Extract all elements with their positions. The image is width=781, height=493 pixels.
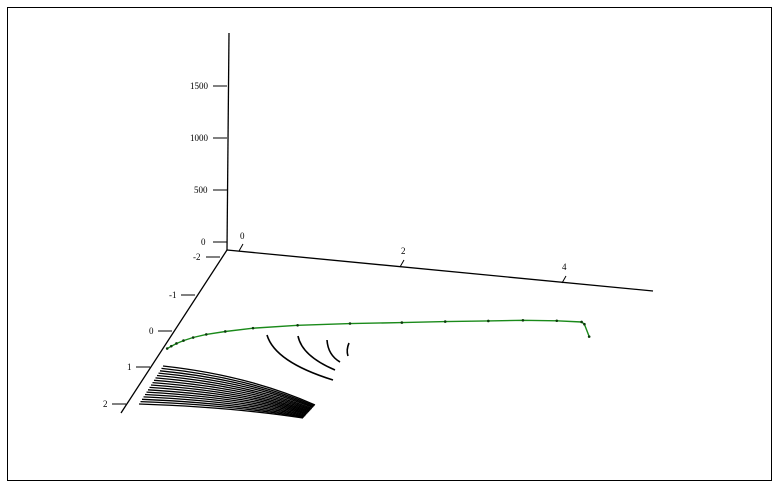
trajectory-point bbox=[487, 319, 490, 323]
contour-fan-line bbox=[155, 377, 312, 410]
z-tick-label: 1500 bbox=[190, 81, 209, 91]
z-tick-label: 1000 bbox=[190, 133, 209, 143]
trajectory-point bbox=[580, 320, 583, 324]
contour-arcs bbox=[266, 334, 350, 381]
y-tick-label: 0 bbox=[149, 326, 154, 336]
contour-fan-line bbox=[152, 381, 310, 412]
trajectory-point bbox=[204, 333, 208, 336]
contour-fan-line bbox=[159, 370, 314, 408]
contour-fan-line bbox=[141, 398, 305, 418]
plot-frame bbox=[7, 7, 772, 481]
x-axis-line bbox=[226, 249, 654, 292]
trajectory-point bbox=[348, 322, 352, 325]
contour-fan-line bbox=[150, 384, 310, 413]
contour-fan-line bbox=[149, 386, 309, 413]
x-tick bbox=[399, 259, 405, 268]
contour-fan-line bbox=[146, 391, 307, 415]
trajectory-point bbox=[521, 318, 525, 322]
trajectory-point bbox=[175, 342, 178, 345]
x-tick-label: 0 bbox=[240, 231, 245, 241]
y-axis-line bbox=[120, 249, 228, 414]
contour-arc bbox=[297, 335, 336, 371]
contour-fan-line bbox=[147, 389, 308, 414]
x-tick-label: 2 bbox=[401, 246, 406, 256]
contour-fan bbox=[138, 365, 316, 419]
trajectory-point bbox=[251, 326, 255, 330]
x-tick bbox=[238, 243, 244, 252]
x-tick bbox=[561, 275, 567, 284]
z-axis-line bbox=[226, 32, 230, 251]
contour-fan-line bbox=[158, 372, 314, 409]
trajectory-points bbox=[165, 318, 591, 350]
contour-arc bbox=[326, 339, 341, 363]
trajectory-point bbox=[165, 347, 169, 350]
y-tick-label: 1 bbox=[127, 362, 132, 372]
trajectory-point bbox=[223, 330, 227, 333]
trajectory-point bbox=[182, 339, 185, 342]
contour-arc bbox=[346, 342, 350, 357]
contour-fan-line bbox=[162, 365, 316, 406]
trajectory-point bbox=[169, 344, 173, 348]
z-tick-label: 0 bbox=[201, 237, 206, 247]
contour-fan-line bbox=[144, 393, 307, 416]
contour-fan-line bbox=[161, 367, 315, 407]
z-ticks: 0 500 1000 1500 bbox=[190, 81, 227, 247]
y-tick-label: 2 bbox=[103, 399, 108, 409]
y-tick-label: -1 bbox=[169, 290, 177, 300]
trajectory-point bbox=[443, 320, 447, 323]
trajectory-point bbox=[587, 335, 591, 338]
contour-fan-line bbox=[153, 379, 311, 411]
trajectory-point bbox=[191, 336, 195, 339]
z-tick-label: 500 bbox=[194, 185, 208, 195]
contour-arc bbox=[266, 334, 334, 381]
contour-fan-line bbox=[140, 400, 304, 418]
trajectory-point bbox=[400, 321, 404, 324]
trajectory-point bbox=[296, 323, 299, 327]
x-tick-label: 4 bbox=[562, 262, 567, 272]
y-ticks: -2 -1 0 1 2 bbox=[103, 252, 220, 409]
contour-fan-line bbox=[156, 374, 313, 409]
x-ticks: 0 2 4 bbox=[238, 231, 567, 284]
trajectory-line bbox=[166, 319, 590, 350]
contour-fan-line bbox=[143, 396, 306, 417]
trajectory-point bbox=[583, 322, 586, 326]
trajectory-point bbox=[555, 319, 559, 323]
contour-fan-line bbox=[138, 403, 304, 419]
y-tick-label: -2 bbox=[193, 252, 201, 262]
